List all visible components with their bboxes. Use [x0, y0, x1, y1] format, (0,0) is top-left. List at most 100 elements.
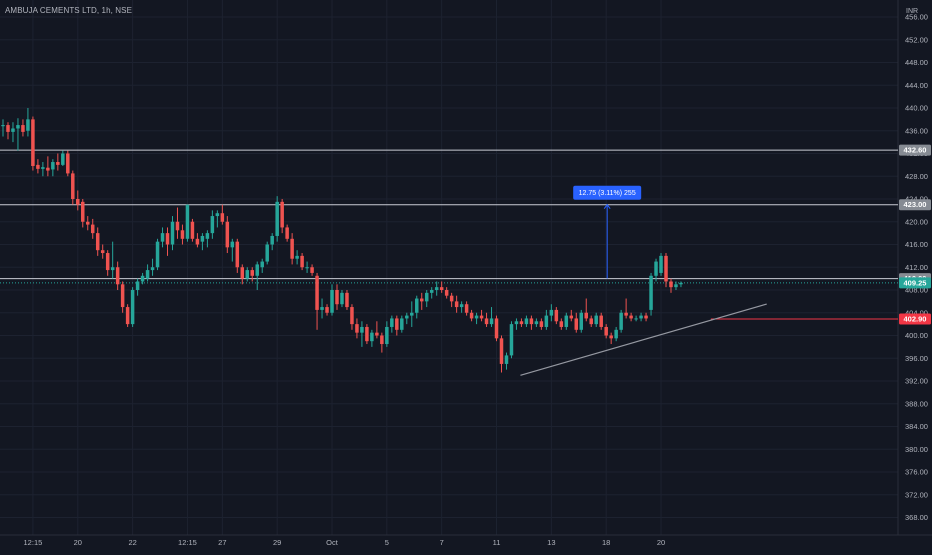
- candle-body: [100, 250, 105, 254]
- price-tick-label: 400.00: [905, 331, 928, 340]
- price-tick-label: 440.00: [905, 104, 928, 113]
- candle-body: [81, 201, 85, 222]
- candle-body: [290, 238, 294, 259]
- candle-body: [429, 290, 434, 293]
- candle-body: [300, 255, 304, 268]
- candle-body: [115, 267, 120, 285]
- time-tick-label: 12:15: [178, 538, 197, 547]
- candle-body: [165, 233, 170, 245]
- candle-body: [395, 318, 399, 330]
- candle-body: [659, 255, 663, 273]
- red-level-tag-label: 402.90: [904, 315, 927, 324]
- candle-body: [340, 292, 344, 305]
- candle-body: [280, 201, 284, 228]
- candle-body: [624, 312, 628, 316]
- candle-body: [160, 233, 165, 242]
- candle-body: [240, 267, 245, 279]
- candle-body: [31, 119, 35, 167]
- candle-body: [250, 270, 254, 276]
- candle-body: [210, 216, 215, 234]
- candle-body: [444, 290, 449, 296]
- candle-body: [574, 318, 579, 330]
- candle-body: [365, 326, 369, 342]
- candle-body: [130, 290, 135, 325]
- measure-label: 12.75 (3.11%) 255: [579, 190, 636, 197]
- candle-body: [499, 338, 504, 364]
- candle-body: [95, 233, 100, 251]
- candle-body: [46, 167, 50, 171]
- candle-body: [664, 255, 668, 282]
- support-trendline[interactable]: [520, 303, 767, 376]
- time-tick-label: 29: [273, 538, 281, 547]
- candle-body: [1, 125, 5, 127]
- drawings[interactable]: 12.75 (3.11%) 255: [520, 185, 767, 376]
- candle-body: [644, 315, 648, 319]
- candle-body: [649, 275, 653, 310]
- horizontal-levels[interactable]: [0, 149, 898, 320]
- candle-body: [539, 321, 544, 327]
- price-tick-label: 388.00: [905, 399, 928, 408]
- time-tick-label: Oct: [326, 538, 339, 547]
- time-tick-label: 5: [385, 538, 389, 547]
- price-tick-label: 372.00: [905, 490, 928, 499]
- candle-body: [21, 125, 25, 132]
- candle-body: [170, 221, 175, 245]
- price-tick-label: 396.00: [905, 354, 928, 363]
- measure-label-box[interactable]: [573, 185, 642, 200]
- price-tick-label: 444.00: [905, 81, 928, 90]
- candle-body: [619, 312, 623, 330]
- price-tick-label: 452.00: [905, 35, 928, 44]
- candle-body: [205, 233, 210, 239]
- candle-body: [105, 253, 110, 271]
- candle-body: [285, 227, 289, 239]
- candle-body: [419, 298, 424, 302]
- candle-body: [41, 167, 45, 169]
- candle-body: [150, 267, 155, 271]
- price-tick-label: 420.00: [905, 217, 928, 226]
- candle-body: [265, 244, 269, 262]
- candle-body: [639, 315, 643, 319]
- candle-body: [245, 270, 250, 279]
- candle-body: [155, 241, 160, 268]
- candle-body: [120, 284, 125, 308]
- candle-body: [370, 332, 374, 342]
- candle-body: [434, 287, 439, 290]
- candle-body: [76, 199, 80, 205]
- candle-body: [61, 153, 65, 165]
- price-tick-label: 404.00: [905, 308, 928, 317]
- candle-body: [614, 329, 618, 339]
- candle-body: [230, 241, 235, 248]
- candle-body: [140, 275, 145, 282]
- candle-body: [400, 318, 404, 330]
- time-tick-label: 13: [547, 538, 555, 547]
- candle-body: [305, 267, 309, 269]
- candle-body: [594, 315, 598, 325]
- candle-body: [579, 312, 584, 330]
- candle-body: [634, 318, 638, 320]
- candle-body: [330, 290, 334, 313]
- price-tick-label: 456.00: [905, 13, 928, 22]
- candle-body: [275, 201, 279, 236]
- candle-body: [335, 290, 339, 305]
- candle-body: [534, 321, 539, 325]
- candle-body: [16, 125, 20, 129]
- candle-body: [36, 164, 40, 169]
- price-tick-label: 392.00: [905, 377, 928, 386]
- candle-body: [584, 312, 588, 319]
- candle-body: [519, 321, 524, 325]
- candle-body: [604, 326, 608, 336]
- candle-body: [390, 318, 394, 327]
- candle-body: [66, 153, 70, 174]
- candle-body: [509, 324, 514, 356]
- candle-body: [195, 238, 200, 245]
- price-axis-background: [898, 0, 932, 535]
- time-axis[interactable]: 12:15 20 22 12:15 27 29 Oct 5 7 11 13 18 20: [24, 538, 666, 547]
- candle-body: [599, 315, 603, 327]
- currency-label: INR: [906, 8, 918, 15]
- price-axis[interactable]: 456.00 452.00 448.00 444.00 440.00 436.00 432.…: [899, 13, 931, 523]
- time-tick-label: 27: [218, 538, 226, 547]
- candle-body: [504, 355, 509, 364]
- candle-body: [424, 292, 429, 302]
